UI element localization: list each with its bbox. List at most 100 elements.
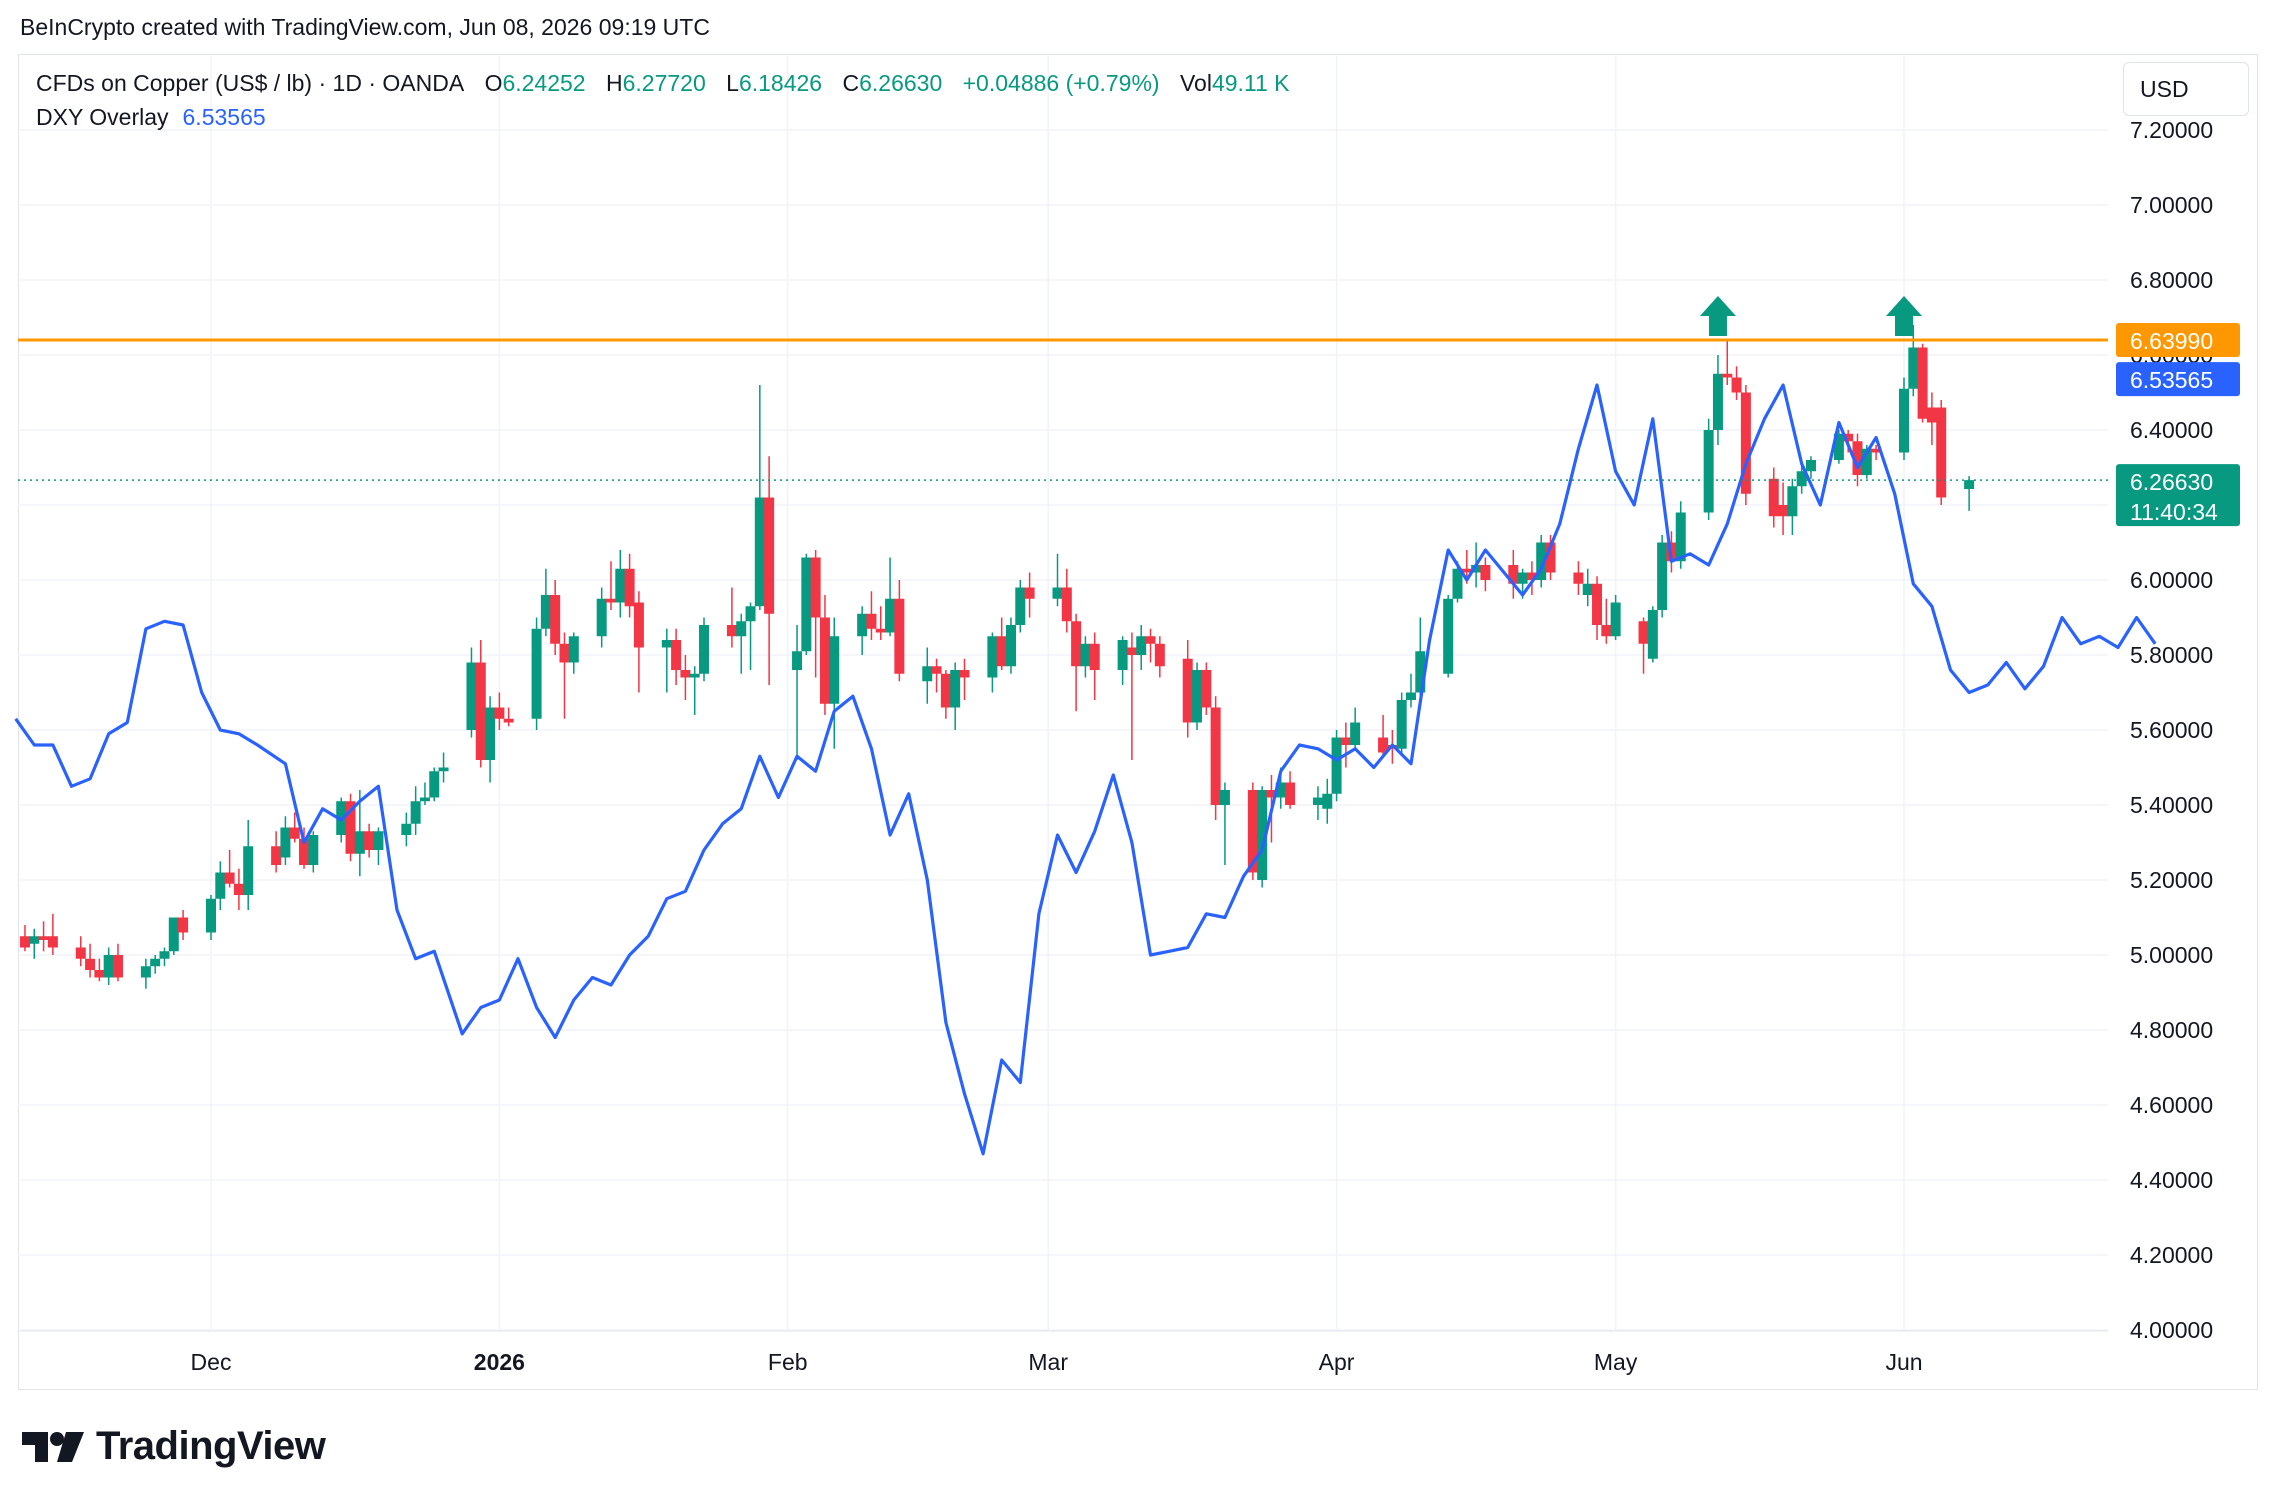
candle-bullish: [1899, 388, 1909, 453]
candle-bullish: [1415, 651, 1426, 693]
candle-bullish: [540, 595, 551, 629]
candle-bullish: [596, 598, 607, 637]
y-tick-label: 5.80000: [2130, 642, 2213, 668]
candle-bullish: [1805, 460, 1816, 472]
open-label: O: [484, 70, 503, 96]
candle-bullish: [1908, 347, 1919, 389]
y-tick-label: 4.60000: [2130, 1092, 2213, 1118]
last-price-label-text: 6.26630: [2130, 469, 2213, 495]
candle-bearish: [299, 838, 310, 865]
candle-bullish: [1610, 602, 1621, 637]
candle-bearish: [1061, 587, 1072, 622]
candle-bearish: [289, 827, 300, 839]
candle-bullish: [754, 497, 765, 607]
candle-bullish: [168, 917, 179, 952]
candle-bearish: [1592, 583, 1603, 625]
candle-bullish: [829, 636, 840, 704]
candle-bullish: [1833, 433, 1844, 460]
candle-bullish: [661, 640, 672, 648]
x-tick-label-apr: Apr: [1319, 1349, 1355, 1375]
candle-bullish: [1015, 587, 1026, 625]
candle-bearish: [1182, 658, 1193, 723]
candle-bullish: [1052, 587, 1063, 599]
candle-bearish: [75, 947, 86, 959]
candle-bearish: [559, 643, 570, 663]
tradingview-brand[interactable]: TradingView: [22, 1424, 326, 1469]
candle-bullish: [1471, 565, 1482, 573]
candle-bullish: [1136, 636, 1147, 655]
high-label: H: [605, 70, 623, 96]
low-label: L: [726, 70, 739, 96]
candle-bullish: [1675, 512, 1686, 562]
candle-bearish: [633, 602, 644, 648]
candle-bullish: [429, 771, 440, 798]
candle-bearish: [1210, 707, 1221, 805]
candle-bearish: [345, 801, 356, 854]
candle-bullish: [103, 955, 114, 978]
overlay-legend: DXY Overlay 6.53565: [36, 104, 270, 131]
candle-bearish: [1843, 433, 1854, 442]
candle-bullish: [1117, 640, 1128, 670]
candle-bullish: [922, 666, 933, 682]
candle-bearish: [1480, 565, 1491, 580]
candle-bearish: [1778, 505, 1789, 517]
candle-bearish: [1340, 737, 1351, 745]
dxy-overlay-line: [14, 383, 2157, 1156]
candle-bullish: [568, 636, 579, 663]
y-tick-label: 6.40000: [2130, 417, 2213, 443]
candle-bullish: [485, 707, 496, 760]
candle-bearish: [1024, 587, 1035, 599]
candle-bearish: [1740, 392, 1751, 494]
y-tick-label: 5.40000: [2130, 792, 2213, 818]
candle-bullish: [373, 831, 384, 850]
y-tick-label: 6.80000: [2130, 267, 2213, 293]
x-tick-label-feb: Feb: [768, 1349, 808, 1375]
last-price-label-text: 11:40:34: [2130, 499, 2218, 525]
candle-bullish: [150, 958, 161, 967]
candle-bearish: [494, 707, 505, 719]
candle-bearish: [1545, 542, 1556, 573]
candle-bearish: [112, 955, 123, 978]
candle-bullish: [1861, 448, 1872, 475]
candle-bullish: [29, 936, 40, 944]
candle-bearish: [764, 497, 775, 614]
currency-selector[interactable]: USD: [2123, 62, 2249, 116]
candle-bullish: [1275, 782, 1286, 798]
candle-bullish: [1647, 610, 1658, 659]
candle-bearish: [996, 636, 1007, 667]
up-arrow-signal: [1699, 296, 1736, 336]
y-tick-label: 4.80000: [2130, 1017, 2213, 1043]
candle-bearish: [475, 662, 486, 760]
candle-bearish: [94, 970, 105, 978]
x-tick-label-dec: Dec: [191, 1349, 232, 1375]
candle-bearish: [940, 673, 951, 708]
close-label: C: [842, 70, 860, 96]
y-tick-label: 7.00000: [2130, 192, 2213, 218]
candle-bearish: [1638, 621, 1649, 644]
candle-bullish: [1657, 542, 1668, 610]
candle-bullish: [615, 568, 626, 603]
candle-bullish: [401, 823, 412, 835]
candle-bullish: [950, 670, 961, 708]
candle-bearish: [866, 613, 877, 629]
candle-bullish: [140, 966, 151, 978]
candle-bearish: [726, 625, 737, 637]
x-tick-label-jun: Jun: [1885, 1349, 1922, 1375]
candle-bullish: [792, 651, 803, 670]
candle-bearish: [959, 670, 970, 678]
candle-bearish: [1731, 377, 1742, 393]
candle-bullish: [206, 898, 216, 933]
change-value: +0.04886 (+0.79%): [962, 70, 1160, 96]
overlay-price-label-bg: [2116, 362, 2240, 397]
candle-bearish: [819, 617, 830, 704]
candle-bullish: [1322, 793, 1333, 809]
overlay-value: 6.53565: [182, 104, 266, 130]
candle-bullish: [215, 872, 226, 899]
candle-bearish: [1071, 621, 1082, 667]
candle-bearish: [1601, 625, 1612, 637]
candle-bearish: [1089, 643, 1100, 670]
low-value: 6.18426: [738, 70, 823, 96]
candle-bullish: [1396, 700, 1407, 749]
candle-bearish: [810, 557, 821, 618]
